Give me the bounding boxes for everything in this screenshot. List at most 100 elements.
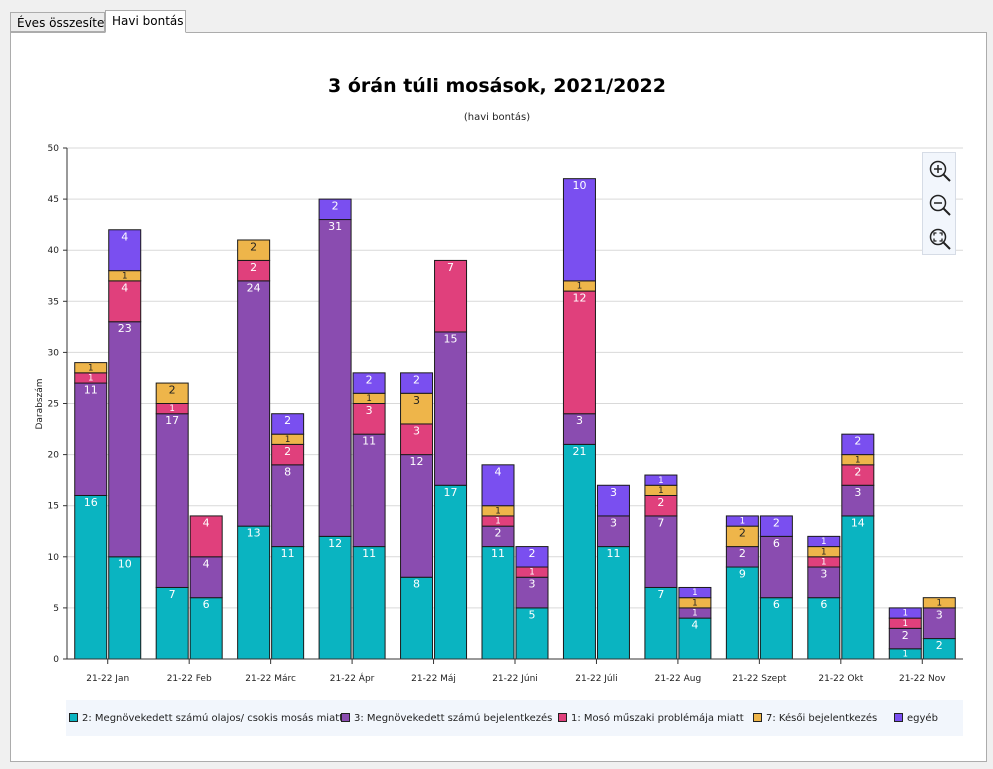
legend-item[interactable]: 2: Megnövekedett számú olajos/ csokis mo… bbox=[69, 712, 343, 726]
bar-segment[interactable] bbox=[189, 515, 223, 558]
bar-segment[interactable] bbox=[922, 597, 956, 609]
bar-segment[interactable] bbox=[108, 280, 142, 323]
chart-title: 3 órán túli mosások, 2021/2022 bbox=[328, 75, 666, 97]
bar-value-label: 6 bbox=[820, 598, 827, 611]
bar-segment[interactable] bbox=[481, 546, 515, 660]
bar-segment[interactable] bbox=[515, 546, 549, 568]
bar-value-label: 7 bbox=[657, 588, 664, 601]
bar-segment[interactable] bbox=[74, 382, 108, 496]
bar-segment[interactable] bbox=[352, 372, 386, 394]
tab-eves-osszesitett[interactable]: Éves összesített bbox=[10, 12, 114, 32]
bar-segment[interactable] bbox=[725, 515, 759, 527]
bar-segment[interactable] bbox=[237, 239, 271, 261]
legend-item[interactable]: 3: Megnövekedett számú bejelentkezés bbox=[341, 712, 552, 726]
bar-value-label: 3 bbox=[366, 404, 373, 417]
bar-segment[interactable] bbox=[189, 556, 223, 599]
bar-value-label: 2 bbox=[250, 261, 257, 274]
legend-item[interactable]: 1: Mosó műszaki problémája miatt bbox=[558, 712, 744, 726]
tab-havi-bontas[interactable]: Havi bontás bbox=[105, 10, 186, 33]
bar-segment[interactable] bbox=[400, 423, 434, 456]
bar-segment[interactable] bbox=[434, 484, 468, 660]
bar-segment[interactable] bbox=[841, 484, 875, 517]
bar-segment[interactable] bbox=[434, 331, 468, 486]
bar-value-label: 6 bbox=[203, 598, 210, 611]
y-axis-label: Darabszám bbox=[35, 378, 45, 429]
bar-segment[interactable] bbox=[400, 454, 434, 578]
y-tick-label: 35 bbox=[48, 297, 59, 307]
bar-segment[interactable] bbox=[807, 566, 841, 599]
bar-segment[interactable] bbox=[481, 464, 515, 507]
legend-item[interactable]: 7: Késői bejelentkezés bbox=[753, 712, 877, 726]
bar-segment[interactable] bbox=[108, 556, 142, 660]
bar-segment[interactable] bbox=[352, 546, 386, 660]
bar-value-label: 4 bbox=[121, 281, 128, 294]
bar-segment[interactable] bbox=[108, 229, 142, 272]
bar-segment[interactable] bbox=[318, 535, 352, 660]
bar-segment[interactable] bbox=[596, 546, 630, 660]
bar-value-label: 2 bbox=[739, 527, 746, 540]
bar-segment[interactable] bbox=[807, 535, 841, 548]
bar-segment[interactable] bbox=[562, 290, 596, 415]
bar-segment[interactable] bbox=[155, 413, 189, 588]
bar-value-label: 2 bbox=[366, 373, 373, 386]
bar-segment[interactable] bbox=[515, 607, 549, 660]
bar-segment[interactable] bbox=[318, 219, 352, 537]
zoom-reset-button[interactable] bbox=[928, 227, 952, 251]
legend-label: 7: Késői bejelentkezés bbox=[766, 713, 878, 724]
bar-segment[interactable] bbox=[318, 198, 352, 221]
bar-value-label: 1 bbox=[285, 435, 291, 445]
bar-value-label: 4 bbox=[691, 619, 698, 632]
bar-value-label: 2 bbox=[284, 414, 291, 427]
bar-value-label: 2 bbox=[495, 527, 502, 540]
legend-swatch bbox=[753, 713, 762, 722]
bar-segment[interactable] bbox=[841, 433, 875, 456]
bar-segment[interactable] bbox=[271, 464, 305, 548]
bar-segment[interactable] bbox=[400, 392, 434, 425]
bar-segment[interactable] bbox=[155, 586, 189, 660]
bar-segment[interactable] bbox=[237, 280, 271, 527]
legend-swatch bbox=[341, 713, 350, 722]
bar-segment[interactable] bbox=[678, 617, 712, 660]
bar-segment[interactable] bbox=[155, 382, 189, 404]
bar-value-label: 2 bbox=[739, 547, 746, 560]
bar-segment[interactable] bbox=[562, 178, 596, 282]
bar-segment[interactable] bbox=[74, 362, 108, 374]
zoom-out-button[interactable] bbox=[928, 193, 952, 217]
bar-value-label: 12 bbox=[328, 537, 342, 550]
bar-segment[interactable] bbox=[841, 515, 875, 660]
bar-value-label: 1 bbox=[529, 568, 535, 578]
bar-value-label: 1 bbox=[169, 404, 175, 414]
bar-value-label: 2 bbox=[854, 465, 861, 478]
zoom-in-icon bbox=[929, 160, 951, 182]
bar-value-label: 2 bbox=[902, 629, 909, 642]
bar-segment[interactable] bbox=[434, 259, 468, 333]
bar-value-label: 4 bbox=[495, 465, 502, 478]
x-tick-label: 21-22 Feb bbox=[167, 674, 212, 684]
bar-value-label: 16 bbox=[84, 496, 98, 509]
bar-value-label: 3 bbox=[936, 608, 943, 621]
bar-segment[interactable] bbox=[596, 484, 630, 517]
bar-segment[interactable] bbox=[271, 413, 305, 435]
x-tick-label: 21-22 Júli bbox=[575, 674, 617, 684]
legend-item[interactable]: egyéb bbox=[894, 712, 938, 726]
bar-value-label: 17 bbox=[444, 486, 458, 499]
x-tick-label: 21-22 Szept bbox=[732, 674, 787, 684]
bar-segment[interactable] bbox=[759, 515, 793, 537]
bar-segment[interactable] bbox=[644, 474, 678, 486]
bar-segment[interactable] bbox=[271, 546, 305, 660]
bar-segment[interactable] bbox=[400, 372, 434, 394]
bar-value-label: 12 bbox=[572, 292, 586, 305]
bar-segment[interactable] bbox=[725, 566, 759, 660]
bar-value-label: 14 bbox=[851, 516, 865, 529]
bar-segment[interactable] bbox=[562, 443, 596, 660]
bar-segment[interactable] bbox=[352, 433, 386, 548]
bar-segment[interactable] bbox=[759, 535, 793, 599]
bar-segment[interactable] bbox=[237, 525, 271, 660]
bar-segment[interactable] bbox=[888, 607, 922, 619]
zoom-in-button[interactable] bbox=[928, 159, 952, 183]
bar-value-label: 6 bbox=[773, 537, 780, 550]
bar-segment[interactable] bbox=[108, 321, 142, 558]
bar-value-label: 11 bbox=[281, 547, 295, 560]
bar-segment[interactable] bbox=[678, 586, 712, 599]
bar-segment[interactable] bbox=[74, 494, 108, 660]
